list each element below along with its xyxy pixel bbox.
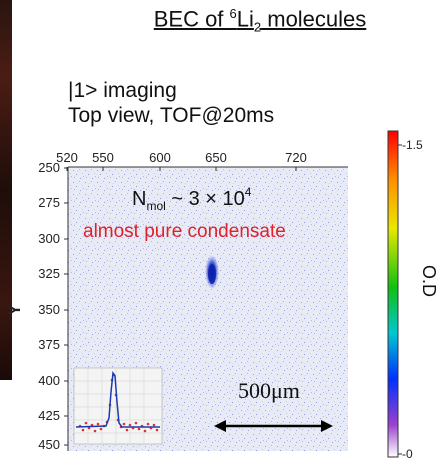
x-tick-label: 550 [92,150,114,165]
y-axis-label: Y [5,304,24,316]
y-tick-label: 400 [38,373,60,388]
y-tick-label: 275 [38,195,60,210]
condensate-annotation: almost pure condensate [83,221,286,242]
x-tick-label: 600 [149,150,171,165]
x-tick-label: 520 [56,150,78,165]
y-tick-label: 250 [38,160,60,175]
y-tick-labels: 250 275 300 325 350 375 400 425 450 [38,160,60,452]
caption-line-2: Top view, TOF@20ms [68,104,275,127]
colorbar [387,130,402,458]
y-tick-label: 450 [38,437,60,452]
y-tick-label: 300 [38,231,60,246]
scale-bar-label: 500μm [238,378,300,403]
molecule-number-annotation: Nmol ~ 3 × 104 [132,185,252,213]
y-tick-label: 425 [38,408,60,423]
caption-line-1: |1> imaging [68,79,177,102]
colorbar-title: O.D [419,265,439,298]
y-tick-label: 350 [38,302,60,317]
page-title: BEC of 6Li2 molecules [153,6,367,35]
y-tick-label: 325 [38,266,60,281]
density-profile-inset [73,367,163,445]
x-tick-label: 720 [285,150,307,165]
scale-bar [214,420,333,432]
x-tick-label: 650 [205,150,227,165]
colorbar-max-label: -1.5 [402,138,423,152]
left-edge-strip [0,0,12,380]
x-tick-labels: 520 550 600 650 720 [56,150,307,165]
imaging-caption: |1> imaging Top view, TOF@20ms [68,78,368,128]
colorbar-min-label: -0 [402,447,413,461]
y-tick-label: 375 [38,337,60,352]
